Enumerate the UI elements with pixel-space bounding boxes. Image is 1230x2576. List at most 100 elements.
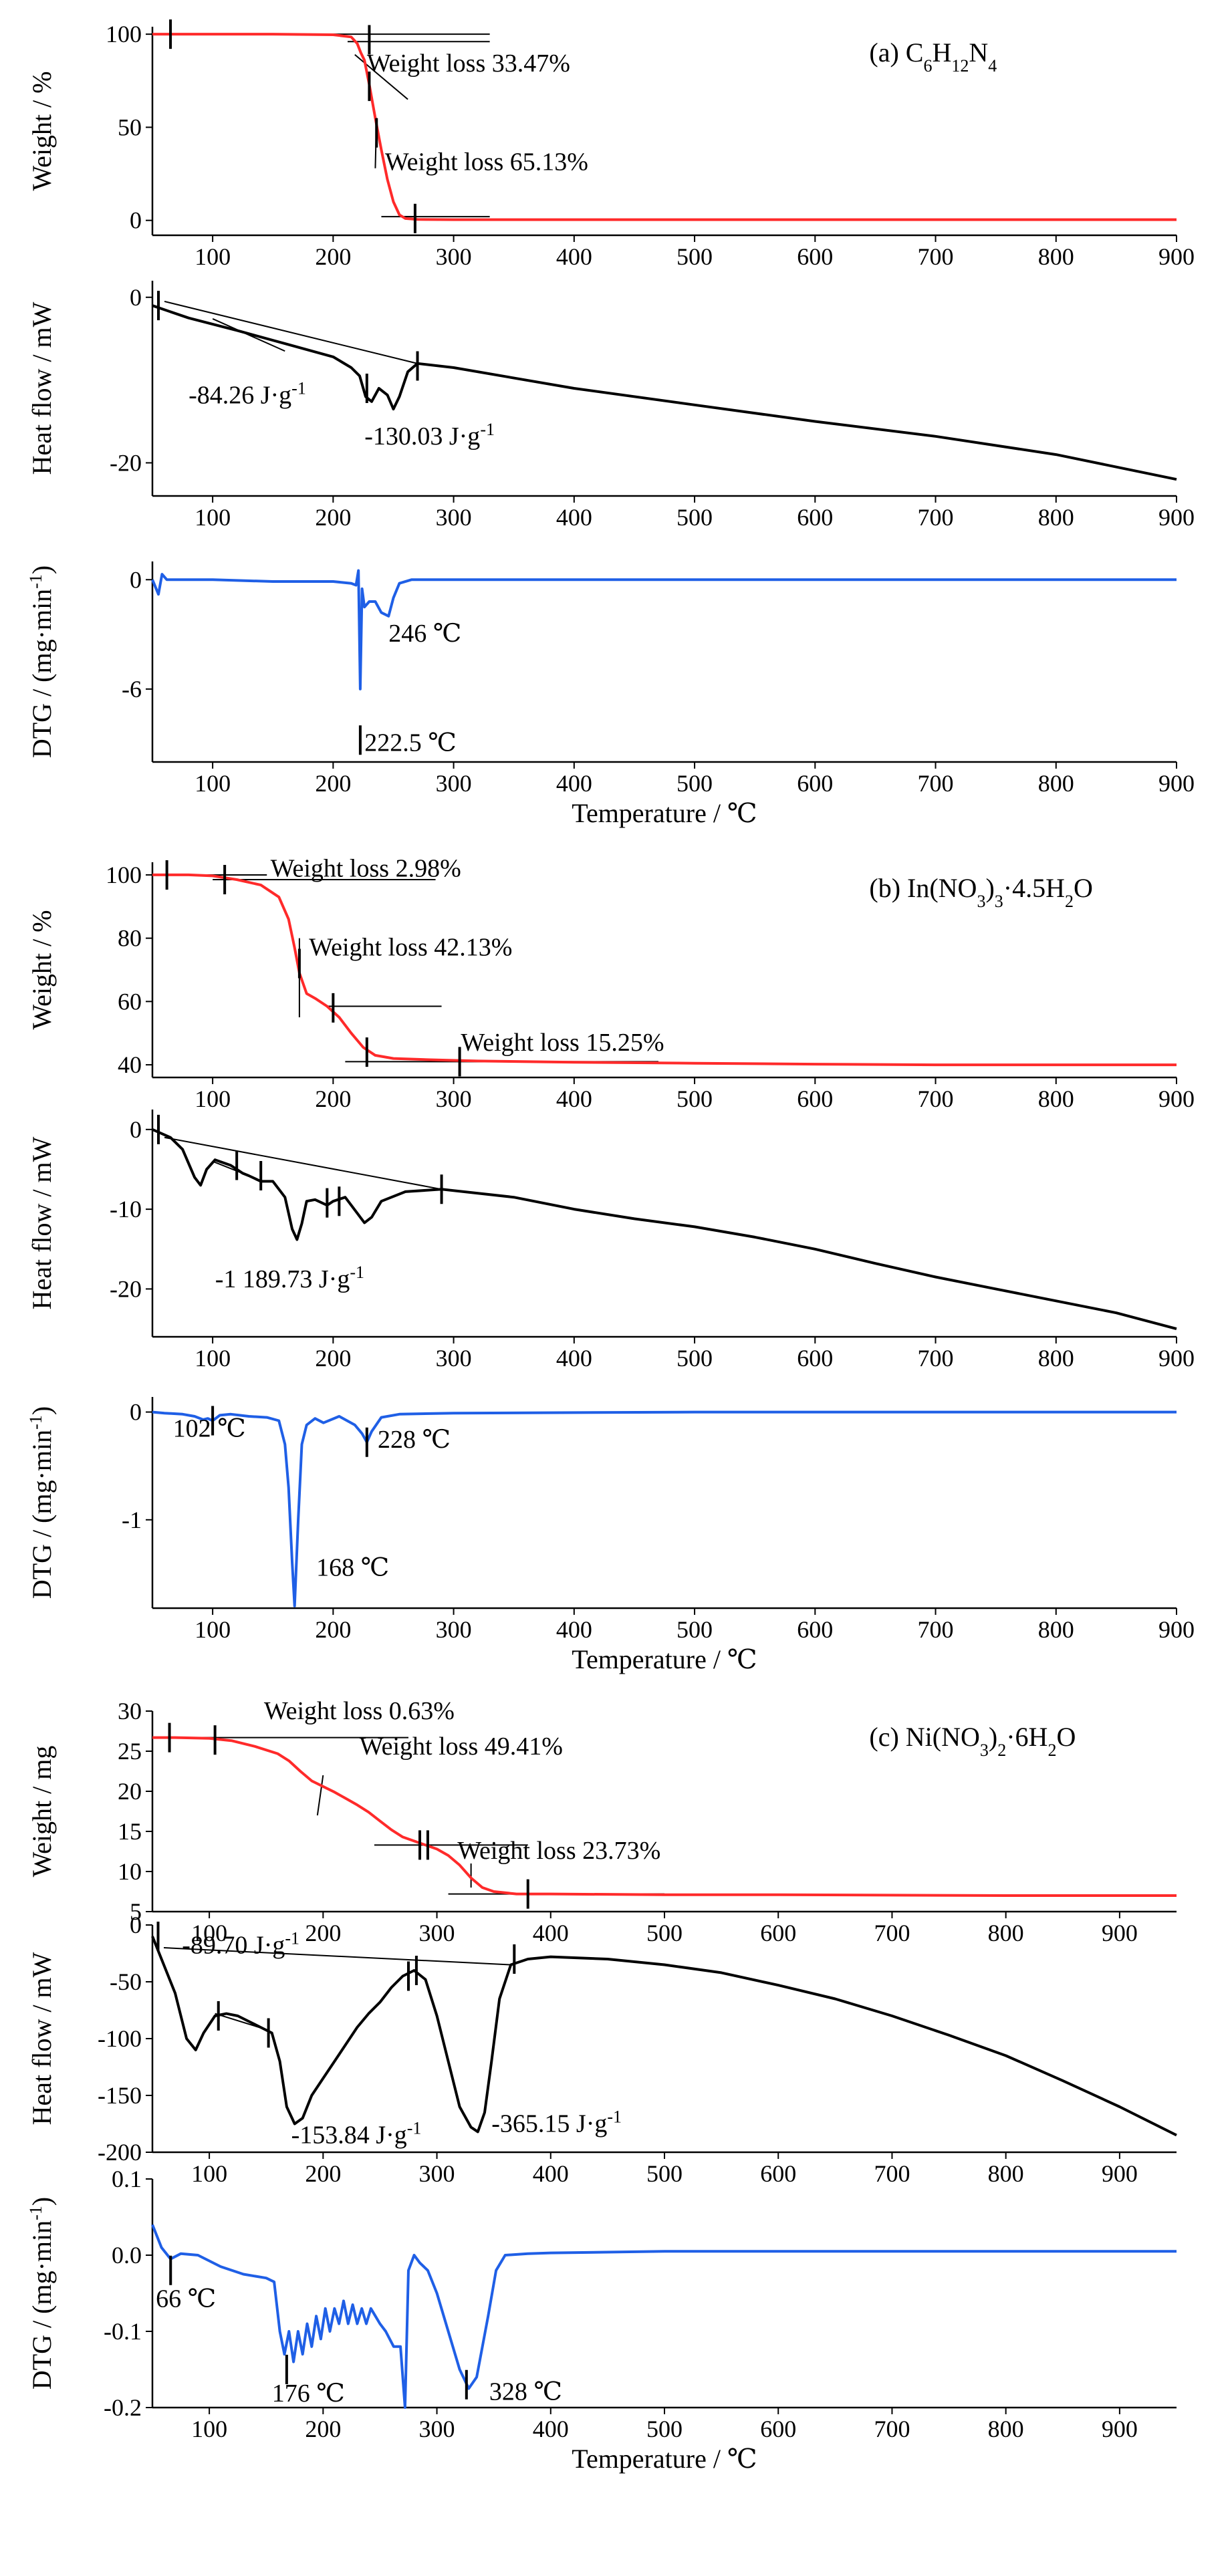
guide-line [163,1947,511,1966]
x-tick-label: 400 [533,1920,569,1946]
title-part: 6 [1015,1722,1029,1752]
x-tick-label: 600 [760,2416,796,2442]
annotation: -130.03 J·g-1 [364,420,495,451]
title-part: · [1006,1722,1015,1752]
x-tick-label: 900 [1158,243,1195,270]
x-tick-label: 800 [1038,1345,1074,1372]
y-tick-label: -0.1 [104,2318,142,2345]
title-part: ) [985,873,994,903]
annotation: -1 189.73 J·g-1 [215,1263,364,1294]
x-tick-label: 300 [436,1345,472,1372]
x-tick-label: 700 [874,2416,910,2442]
x-tick-label: 400 [556,1085,592,1112]
x-tick-label: 700 [918,243,954,270]
y-axis-title-close: ) [27,2197,57,2206]
annotation: -365.15 J·g-1 [491,2107,622,2138]
x-tick-label: 200 [315,1345,351,1372]
y-tick-label: -200 [98,2139,142,2166]
guide-line [164,1136,442,1190]
x-tick-label: 300 [436,1616,472,1643]
x-tick-label: 200 [315,243,351,270]
panel-c-dtg: 100 200 300 400 500 600 700 800 900 -0.2 -0.1 0.0 0.… [26,2166,1177,2474]
y-tick-label: 30 [118,1698,142,1724]
x-tick-label: 900 [1158,1085,1195,1112]
y-axis-title: Weight / % [27,72,57,191]
series-line [152,1128,1177,1331]
y-tick-label: 100 [106,21,142,47]
x-tick-label: 700 [874,2160,910,2187]
x-tick-label: 700 [918,770,954,797]
x-tick-label: 100 [191,1920,227,1946]
y-tick-label: 0 [130,566,142,593]
x-tick-label: 800 [1038,1085,1074,1112]
x-tick-label: 200 [315,770,351,797]
y-axis-title: Heat flow / mW [27,1136,57,1309]
x-tick-label: 700 [918,1085,954,1112]
x-tick-label: 100 [195,504,231,531]
panel-b-heatflow: 100 200 300 400 500 600 700 800 900 -20 -10 0 Heat f… [27,1110,1195,1372]
series-line [152,1736,1177,1897]
y-tick-label: -20 [110,1275,142,1302]
y-tick-label: 0 [130,207,142,234]
title-part: 4 [1012,873,1025,903]
x-tick-label: 600 [797,1616,833,1643]
panel-a-dtg: 100 200 300 400 500 600 700 800 900 -6 0 DTG / (mg·… [26,561,1195,828]
y-tick-label: -50 [110,1968,142,1995]
annotation: Weight loss 0.63% [264,1697,455,1725]
panel-c-heatflow: 100 200 300 400 500 600 700 800 900 -200 -150 -100 -… [27,1912,1177,2187]
title-part: (c) Ni(NO [869,1722,980,1752]
panel-title: (a) C6H12N4 [869,37,997,76]
x-tick-label: 200 [305,2416,341,2442]
title-subscript: 3 [977,892,985,911]
x-tick-label: 800 [988,2160,1024,2187]
x-tick-label: 900 [1102,1920,1138,1946]
x-axis-title: Temperature / ℃ [572,798,757,828]
annotation: 102 ℃ [173,1415,246,1443]
y-axis-title: Heat flow / mW [27,301,57,475]
panel-title: (c) Ni(NO3)2·6H2O [869,1722,1076,1760]
y-axis-title: Weight / mg [27,1746,57,1878]
y-tick-label: 15 [118,1818,142,1845]
x-tick-label: 700 [918,1345,954,1372]
title-part: H [1046,873,1065,903]
x-tick-label: 900 [1158,770,1195,797]
annotation-sup: -1 [607,2107,622,2126]
x-tick-label: 500 [676,1085,713,1112]
x-tick-label: 900 [1102,2416,1138,2442]
annotation: -84.26 J·g-1 [189,378,306,410]
title-subscript: 6 [923,56,932,76]
x-tick-label: 600 [797,770,833,797]
x-tick-label: 900 [1102,2160,1138,2187]
title-part: H [1029,1722,1048,1752]
x-tick-label: 600 [760,2160,796,2187]
y-tick-label: 5 [130,1898,142,1925]
annotation: 246 ℃ [388,620,461,648]
series-line [151,1936,1177,2137]
annotation: 228 ℃ [378,1426,451,1454]
title-part: O [1056,1722,1076,1752]
x-tick-label: 100 [195,1616,231,1643]
annotation: -89.70 J·g-1 [182,1928,299,1960]
annotation: Weight loss 33.47% [367,49,570,78]
y-axis-title-close: ) [27,565,57,574]
x-tick-label: 700 [918,504,954,531]
y-axis-title: DTG / (mg·min-1) [26,2197,57,2390]
annotation-sup: -1 [285,1928,299,1948]
guide-line [316,1775,324,1816]
series-line [152,873,1177,1067]
x-tick-label: 300 [436,504,472,531]
x-tick-label: 500 [646,2416,683,2442]
x-tick-label: 700 [874,1920,910,1946]
title-subscript: 2 [997,1741,1006,1760]
y-axis-title: DTG / (mg·min-1) [26,1406,57,1599]
y-tick-label: 80 [118,925,142,952]
y-tick-label: 0 [130,1912,142,1938]
y-axis-title-sup: -1 [26,574,45,589]
annotation: 168 ℃ [316,1554,389,1582]
x-tick-label: 500 [646,1920,683,1946]
annotation: 66 ℃ [156,2285,216,2313]
series-line [152,1410,1177,1607]
title-subscript: 3 [980,1741,989,1760]
x-tick-label: 400 [533,2160,569,2187]
y-axis-title: Heat flow / mW [27,1952,57,2125]
